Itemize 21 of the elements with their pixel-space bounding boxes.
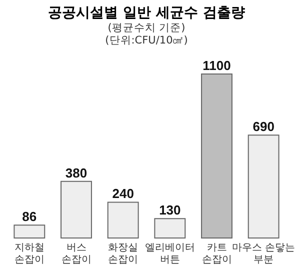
bar	[201, 74, 232, 238]
x-tick-label: 화장실 손잡이	[108, 242, 138, 266]
chart-title: 공공시설별 일반 세균수 검출량	[48, 5, 245, 21]
x-tick-label: 버스 손잡이	[61, 242, 92, 266]
x-tick-label: 지하철 손잡이	[14, 242, 44, 266]
bar	[107, 202, 139, 238]
x-tick-label: 마우스 손닿는 부분	[232, 242, 296, 266]
text: (단위:CFU/10㎠)	[105, 34, 188, 46]
bar	[60, 180, 92, 238]
data-label: 1100	[202, 58, 231, 73]
x-tick-label: 카트 손잡이	[202, 242, 232, 266]
bar	[248, 134, 280, 238]
x-tick-label: 엘리베이터 버튼	[144, 242, 195, 266]
bar	[154, 218, 186, 238]
data-label: 240	[112, 186, 134, 202]
bar	[14, 224, 46, 238]
data-label: 130	[159, 202, 181, 218]
data-label: 690	[252, 119, 274, 134]
data-label: 86	[22, 209, 37, 224]
chart-subtitle: (평균수치 기준)	[108, 22, 186, 34]
data-label: 380	[65, 165, 88, 180]
